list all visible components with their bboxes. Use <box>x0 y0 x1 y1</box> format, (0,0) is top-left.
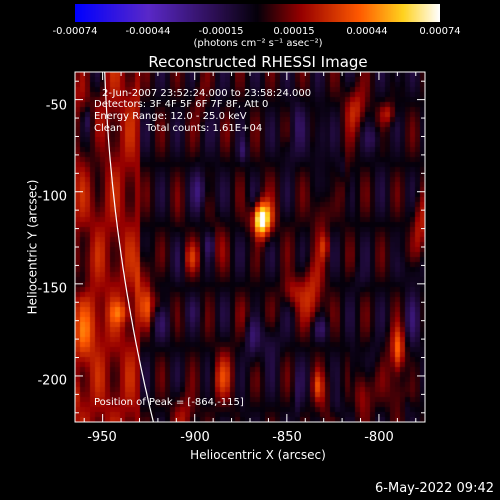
footer-date: 6-May-2022 09:42 <box>375 481 494 496</box>
energy-annotation: Energy Range: 12.0 - 25.0 keV <box>94 111 247 122</box>
chart-title: Reconstructed RHESSI Image <box>148 53 368 71</box>
colorbar-tick: -0.00074 <box>52 26 98 37</box>
axis-ticks <box>75 72 425 422</box>
method-annotation: Clean <box>94 123 123 134</box>
colorbar-tick: 0.00044 <box>346 26 388 37</box>
x-tick-label: -900 <box>180 430 210 445</box>
x-axis-label: Heliocentric X (arcsec) <box>190 448 326 462</box>
y-tick-label: -150 <box>37 281 67 297</box>
counts-annotation: Total counts: 1.61E+04 <box>146 123 263 134</box>
y-axis-label: Heliocentric Y (arcsec) <box>25 179 40 315</box>
x-tick-label: -850 <box>272 430 302 445</box>
y-tick-label: -100 <box>37 189 67 205</box>
colorbar-tick: -0.00044 <box>125 26 171 37</box>
x-tick-label: -950 <box>87 430 117 445</box>
x-tick-label: -800 <box>364 430 394 445</box>
colorbar-tick: 0.00015 <box>273 26 315 37</box>
colorbar-tick: -0.00015 <box>198 26 244 37</box>
heatmap-image <box>75 72 425 422</box>
peak-annotation: Position of Peak = [-864,-115] <box>94 397 244 408</box>
detectors-annotation: Detectors: 3F 4F 5F 6F 7F 8F, Att 0 <box>94 99 269 110</box>
solar-limb <box>104 71 154 423</box>
y-tick-label: -200 <box>37 373 67 389</box>
time-range-annotation: 2-Jun-2007 23:52:24.000 to 23:58:24.000 <box>102 88 312 99</box>
colorbar-unit: (photons cm⁻² s⁻¹ asec⁻²) <box>193 38 323 49</box>
colorbar-tick: 0.00074 <box>419 26 461 37</box>
y-tick-label: -50 <box>45 98 67 114</box>
colorbar <box>75 4 440 22</box>
